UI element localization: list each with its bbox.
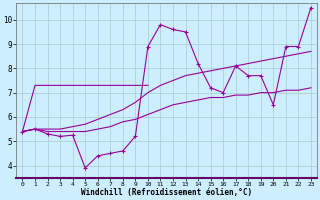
X-axis label: Windchill (Refroidissement éolien,°C): Windchill (Refroidissement éolien,°C) [81,188,252,197]
